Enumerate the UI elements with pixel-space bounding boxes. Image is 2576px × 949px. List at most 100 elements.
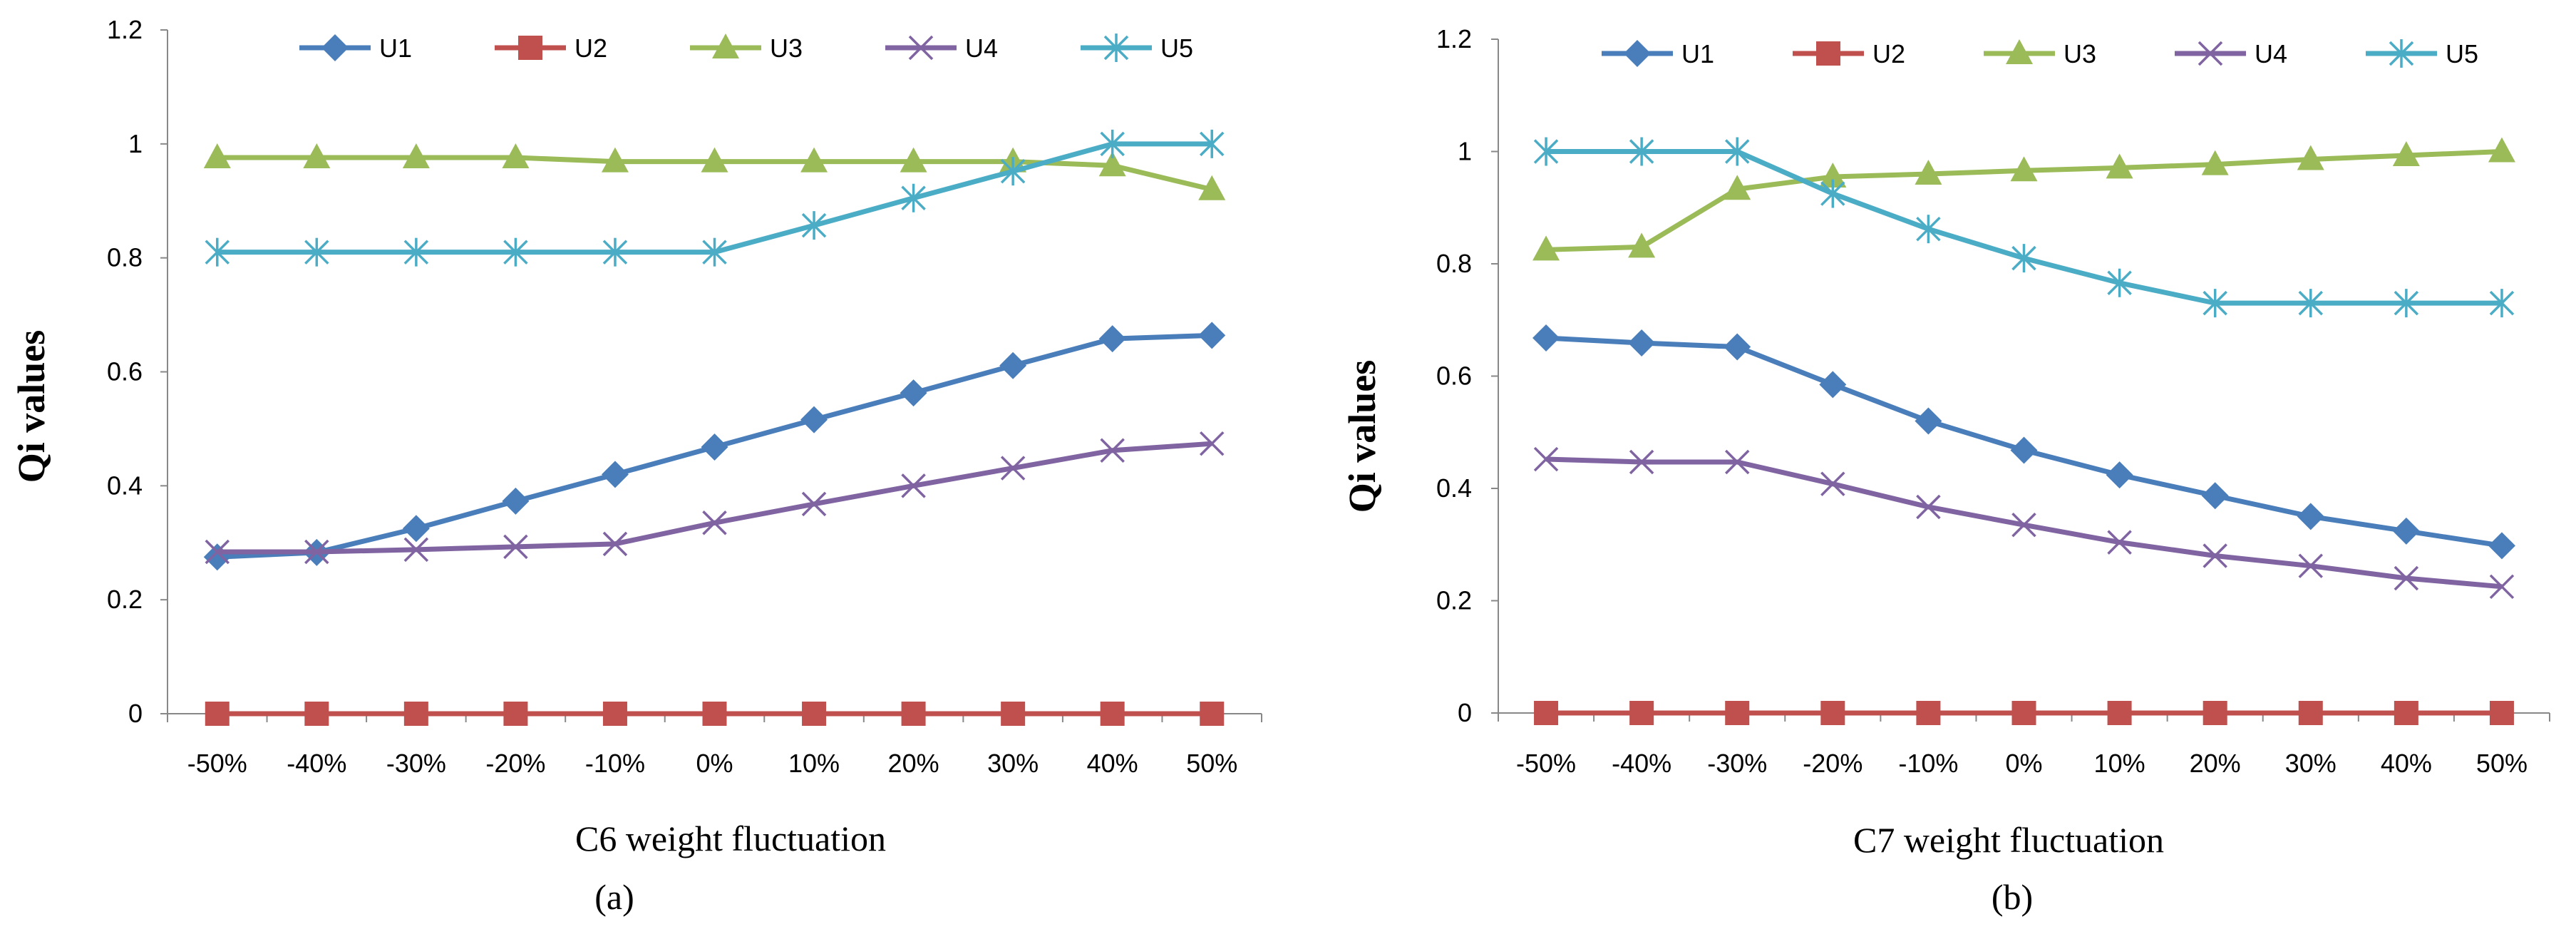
- data-point-u1: [1724, 333, 1751, 361]
- data-point-u4-stroke: [304, 539, 329, 565]
- data-point-u1: [402, 515, 430, 543]
- data-point-u5: [304, 237, 329, 267]
- x-axis-title: C7 weight fluctuation: [1853, 820, 2164, 860]
- data-point-u3: [2201, 150, 2229, 175]
- data-point-u3: [203, 143, 231, 169]
- data-point-u1: [800, 406, 828, 434]
- legend-label-u1: U1: [1681, 39, 1714, 68]
- data-point-u3: [800, 147, 828, 173]
- data-point-u1: [1915, 407, 1942, 435]
- x-tick-label: -30%: [1707, 749, 1767, 778]
- data-point-u4-stroke: [801, 491, 827, 517]
- data-point-u1: [1819, 371, 1847, 399]
- legend-label-u3: U3: [2064, 39, 2096, 68]
- data-point-u4-stroke: [2107, 530, 2132, 555]
- data-point-u3: [2297, 145, 2324, 170]
- data-point-u4: [602, 531, 628, 557]
- chart-a-svg: 0 0.2 0.4 0.6 0.8 1 1.2 -50% -40% -30% -20% -10% 0% 1…: [10, 15, 1262, 917]
- data-point-u1: [2106, 461, 2133, 489]
- data-point-u3: [2106, 153, 2133, 179]
- legend-label-u3: U3: [770, 34, 803, 63]
- x-tick-label: 40%: [2381, 749, 2432, 778]
- x-tick-label: 10%: [2094, 749, 2145, 778]
- y-tick-label: 0.6: [1436, 361, 1472, 391]
- y-tick-label: 0: [1458, 698, 1472, 727]
- data-point-u4-stroke: [1000, 456, 1026, 481]
- legend-marker-u4: [2198, 41, 2223, 66]
- data-point-u5: [503, 237, 528, 267]
- chart-b-svg: 0 0.2 0.4 0.6 0.8 1 1.2 -50% -40% -30% -20% -10% 0% 1…: [1341, 24, 2550, 917]
- data-point-u1: [1198, 322, 1226, 349]
- x-tick-label: 40%: [1087, 749, 1138, 778]
- data-point-u4: [403, 537, 429, 563]
- legend-marker-u1: [321, 34, 349, 61]
- data-point-u5: [1199, 129, 1225, 158]
- x-tick-label: 50%: [1186, 749, 1237, 778]
- data-point-u4: [2298, 553, 2324, 578]
- data-point-u2: [503, 702, 528, 726]
- data-point-u2: [205, 702, 230, 726]
- data-point-u4-stroke: [205, 539, 230, 565]
- legend-label-u1: U1: [379, 34, 412, 63]
- y-tick-label: 0.8: [1436, 249, 1472, 278]
- data-point-u1: [1628, 329, 1656, 357]
- y-tick-label: 1: [128, 129, 143, 158]
- data-point-u2: [304, 702, 329, 726]
- data-point-u4-stroke: [602, 531, 628, 557]
- data-point-u5: [403, 237, 429, 267]
- data-point-u4: [901, 473, 926, 498]
- data-point-u4-stroke: [1820, 471, 1845, 496]
- data-point-u1: [2488, 532, 2515, 560]
- data-point-u2: [1534, 701, 1559, 725]
- y-tick-label: 0.4: [107, 471, 143, 500]
- x-tick-label: -20%: [485, 749, 545, 778]
- data-point-u1: [701, 433, 728, 461]
- data-point-u3: [502, 143, 530, 169]
- data-point-u4-stroke: [503, 534, 528, 560]
- x-tick-label: 50%: [2476, 749, 2528, 778]
- data-point-u1: [1532, 324, 1560, 352]
- legend-marker-u3: [712, 34, 739, 58]
- data-point-u2: [1100, 702, 1125, 726]
- y-axis-title: Qi values: [10, 330, 53, 483]
- y-tick-label: 1.2: [107, 15, 143, 44]
- x-tick-label: 20%: [2190, 749, 2241, 778]
- data-point-u4-stroke: [1629, 449, 1654, 475]
- data-point-u1: [601, 461, 629, 488]
- data-point-u4: [2203, 543, 2227, 568]
- data-point-u2: [1725, 701, 1750, 725]
- data-point-u2: [2203, 701, 2227, 725]
- y-tick-label: 1: [1458, 137, 1472, 166]
- legend-label-u5: U5: [1160, 34, 1193, 63]
- data-point-u5: [602, 237, 628, 267]
- panel-label: (a): [594, 877, 634, 917]
- data-point-u3: [1198, 175, 1226, 200]
- panel-label: (b): [1992, 877, 2033, 917]
- data-point-u4-stroke: [1724, 449, 1750, 475]
- data-point-u4: [1916, 494, 1941, 520]
- legend-marker-u2: [1816, 41, 1840, 66]
- data-point-u4-stroke: [1100, 438, 1125, 463]
- data-point-u4: [2489, 574, 2515, 600]
- data-point-u2: [901, 702, 926, 726]
- data-point-u2: [1001, 702, 1026, 726]
- x-tick-label: -30%: [386, 749, 446, 778]
- data-point-u2: [1820, 701, 1845, 725]
- legend-marker-u4-stroke: [908, 35, 934, 61]
- data-point-u3: [402, 143, 430, 169]
- data-point-u2: [1629, 701, 1654, 725]
- legend-marker-u1: [1624, 40, 1651, 67]
- y-tick-label: 0: [128, 699, 143, 728]
- legend-label-u4: U4: [965, 34, 998, 63]
- x-tick-label: -50%: [1516, 749, 1576, 778]
- data-point-u5: [1629, 137, 1654, 166]
- data-point-u4: [2107, 530, 2132, 555]
- data-point-u4-stroke: [2298, 553, 2324, 578]
- data-point-u1: [2297, 503, 2324, 530]
- data-point-u4-stroke: [2011, 512, 2036, 538]
- x-tick-label: -10%: [585, 749, 645, 778]
- x-tick-label: -50%: [187, 749, 247, 778]
- data-point-u3: [2010, 156, 2038, 182]
- data-point-u4: [304, 539, 329, 565]
- data-point-u3: [1628, 232, 1656, 258]
